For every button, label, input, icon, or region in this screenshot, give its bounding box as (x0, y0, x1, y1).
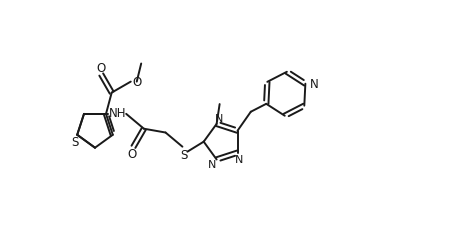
Text: N: N (207, 160, 216, 170)
Text: S: S (181, 149, 188, 161)
Text: NH: NH (109, 107, 126, 120)
Text: S: S (71, 136, 79, 149)
Text: N: N (235, 154, 244, 164)
Text: O: O (97, 62, 106, 75)
Text: N: N (214, 113, 223, 123)
Text: O: O (132, 76, 142, 89)
Text: N: N (310, 78, 319, 91)
Text: O: O (128, 148, 137, 161)
